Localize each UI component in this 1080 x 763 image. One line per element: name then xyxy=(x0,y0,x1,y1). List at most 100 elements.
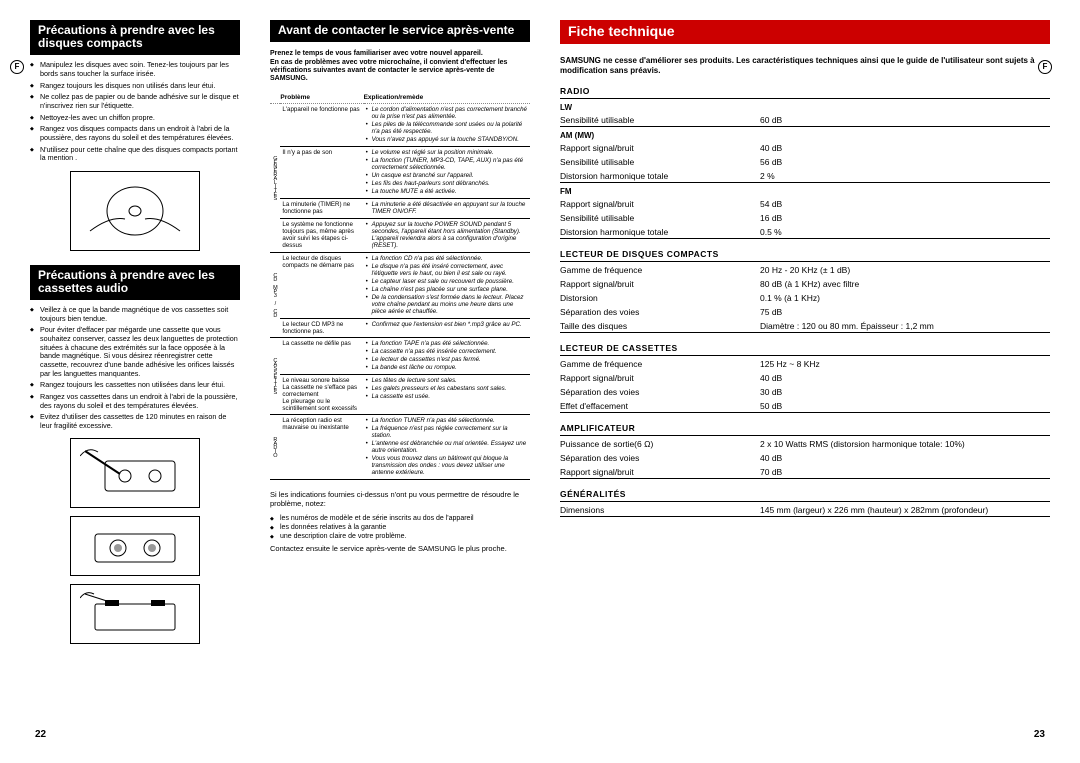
spec-label: Séparation des voies xyxy=(560,453,760,463)
trouble-row: Il n'y a pas de sonLe volume est réglé s… xyxy=(270,146,530,198)
header-fiche-technique: Fiche technique xyxy=(560,20,1050,44)
spec-row: Rapport signal/bruit54 dB xyxy=(560,198,1050,210)
spec-value: 40 dB xyxy=(760,143,1050,153)
left-page: F Précautions à prendre avec les disques… xyxy=(30,20,530,740)
spec-row: Sensibilité utilisable16 dB xyxy=(560,212,1050,224)
spec-row: Distorsion harmonique totale2 % xyxy=(560,170,1050,183)
spec-label: Distorsion harmonique totale xyxy=(560,227,760,237)
spec-row: Séparation des voies30 dB xyxy=(560,386,1050,398)
trouble-row: Le niveau sonore baisse La cassette ne s… xyxy=(270,374,530,414)
cassette-precautions-list: Veillez à ce que la bande magnétique de … xyxy=(30,306,240,430)
cassette-bullet: Evitez d'utiliser des cassettes de 120 m… xyxy=(30,413,240,430)
spec-value: 80 dB (à 1 KHz) avec filtre xyxy=(760,279,1050,289)
cassette-tape-svg xyxy=(80,592,190,637)
troubleshooting-table: Problème Explication/remède GÉNÉRALITÉSL… xyxy=(270,92,530,480)
spec-value: 54 dB xyxy=(760,199,1050,209)
spec-row: Puissance de sortie(6 Ω)2 x 10 Watts RMS… xyxy=(560,438,1050,450)
spec-value: Diamètre : 120 ou 80 mm. Épaisseur : 1,2… xyxy=(760,321,1050,331)
outro-text: Si les indications fournies ci-dessus n'… xyxy=(270,490,530,509)
spec-row: Séparation des voies40 dB xyxy=(560,452,1050,464)
spec-row: Distorsion0.1 % (à 1 KHz) xyxy=(560,292,1050,304)
outro-bullet: les données relatives à la garantie xyxy=(270,524,530,531)
spec-value: 70 dB xyxy=(760,467,1050,477)
spec-row: Sensibilité utilisable56 dB xyxy=(560,156,1050,168)
outro-contact: Contactez ensuite le service après-vente… xyxy=(270,544,530,553)
disc-precautions-list: Manipulez les disques avec soin. Tenez-l… xyxy=(30,61,240,162)
spec-row: Séparation des voies75 dB xyxy=(560,306,1050,318)
trouble-row: La minuterie (TIMER) ne fonctionne pasLa… xyxy=(270,198,530,218)
spec-value: 50 dB xyxy=(760,401,1050,411)
trouble-remedy: La minuterie a été désactivée en appuyan… xyxy=(364,198,530,218)
spec-value: 56 dB xyxy=(760,157,1050,167)
spec-row: Rapport signal/bruit40 dB xyxy=(560,142,1050,154)
right-page: Fiche technique F SAMSUNG ne cesse d'amé… xyxy=(560,20,1050,740)
spec-subheading: LW xyxy=(560,103,1050,112)
spec-row: Rapport signal/bruit80 dB (à 1 KHz) avec… xyxy=(560,278,1050,290)
disc-bullet: Nettoyez-les avec un chiffon propre. xyxy=(30,114,240,123)
disc-bullet: Manipulez les disques avec soin. Tenez-l… xyxy=(30,61,240,78)
trouble-remedy: Le cordon d'alimentation n'est pas corre… xyxy=(364,103,530,146)
disc-bullet: Rangez vos disques compacts dans un endr… xyxy=(30,125,240,142)
spec-value: 75 dB xyxy=(760,307,1050,317)
spec-section-title: LECTEUR DE CASSETTES xyxy=(560,343,1050,356)
trouble-remedy: La fonction TAPE n'a pas été sélectionné… xyxy=(364,337,530,374)
cassette-bullet: Rangez vos cassettes dans un endroit à l… xyxy=(30,393,240,410)
spec-value: 2 x 10 Watts RMS (distorsion harmonique … xyxy=(760,439,1050,449)
language-mark-f: F xyxy=(10,60,24,74)
spec-label: Rapport signal/bruit xyxy=(560,199,760,209)
trouble-row: GÉNÉRALITÉSL'appareil ne fonctionne pasL… xyxy=(270,103,530,146)
spec-label: Gamme de fréquence xyxy=(560,265,760,275)
left-column-b: Avant de contacter le service après-vent… xyxy=(270,20,530,553)
spec-value: 20 Hz - 20 KHz (± 1 dB) xyxy=(760,265,1050,275)
illustration-cassette-pencil xyxy=(70,438,200,508)
trouble-problem: Il n'y a pas de son xyxy=(280,146,363,198)
spec-section-title: RADIO xyxy=(560,86,1050,99)
trouble-row: CD MP3 / CDLe lecteur de disques compact… xyxy=(270,252,530,318)
trouble-remedy: Confirmez que l'extension est bien *.mp3… xyxy=(364,318,530,337)
disc-bullet: Rangez toujours les disques non utilisés… xyxy=(30,82,240,91)
header-cassettes: Précautions à prendre avec les cassettes… xyxy=(30,265,240,300)
th-problem: Problème xyxy=(280,92,363,104)
spec-label: Séparation des voies xyxy=(560,307,760,317)
spec-label: Sensibilité utilisable xyxy=(560,213,760,223)
trouble-row: Le lecteur CD MP3 ne fonctionne pas.Conf… xyxy=(270,318,530,337)
trouble-category: CD MP3 / CD xyxy=(270,252,280,337)
trouble-problem: Le lecteur CD MP3 ne fonctionne pas. xyxy=(280,318,363,337)
spec-row: Taille des disquesDiamètre : 120 ou 80 m… xyxy=(560,320,1050,333)
spec-value: 0.1 % (à 1 KHz) xyxy=(760,293,1050,303)
spec-subheading: FM xyxy=(560,187,1050,196)
cassette-bullet: Veillez à ce que la bande magnétique de … xyxy=(30,306,240,323)
cassette-pencil-svg xyxy=(80,446,190,501)
header-discs: Précautions à prendre avec les disques c… xyxy=(30,20,240,55)
spec-value: 0.5 % xyxy=(760,227,1050,237)
spec-label: Taille des disques xyxy=(560,321,760,331)
spec-label: Sensibilité utilisable xyxy=(560,157,760,167)
trouble-problem: Le lecteur de disques compacts ne démarr… xyxy=(280,252,363,318)
spec-value: 16 dB xyxy=(760,213,1050,223)
trouble-remedy: Appuyez sur la touche POWER SOUND pendan… xyxy=(364,218,530,252)
spec-label: Sensibilité utilisable xyxy=(560,115,760,125)
trouble-remedy: Le volume est réglé sur la position mini… xyxy=(364,146,530,198)
trouble-row: CASSETTESLa cassette ne défile pasLa fon… xyxy=(270,337,530,374)
trouble-problem: La minuterie (TIMER) ne fonctionne pas xyxy=(280,198,363,218)
disc-bullet: N'utilisez pour cette chaîne que des dis… xyxy=(30,146,240,163)
spec-row: Distorsion harmonique totale0.5 % xyxy=(560,226,1050,239)
spec-subheading: AM (MW) xyxy=(560,131,1050,140)
trouble-category: GÉNÉRALITÉS xyxy=(270,103,280,252)
before-contact-intro: Prenez le temps de vous familiariser ave… xyxy=(270,50,530,84)
spec-value: 60 dB xyxy=(760,115,1050,125)
spec-label: Distorsion harmonique totale xyxy=(560,171,760,181)
illustration-disc-handling xyxy=(70,171,200,251)
trouble-row: RADIOLa réception radio est mauvaise ou … xyxy=(270,414,530,479)
spec-value: 40 dB xyxy=(760,453,1050,463)
trouble-problem: La cassette ne défile pas xyxy=(280,337,363,374)
spec-section-title: GÉNÉRALITÉS xyxy=(560,489,1050,502)
spec-label: Rapport signal/bruit xyxy=(560,467,760,477)
trouble-remedy: Les têtes de lecture sont sales.Les gale… xyxy=(364,374,530,414)
outro-bullet: les numéros de modèle et de série inscri… xyxy=(270,515,530,522)
spec-label: Rapport signal/bruit xyxy=(560,143,760,153)
spec-label: Puissance de sortie(6 Ω) xyxy=(560,439,760,449)
spec-row: Dimensions145 mm (largeur) x 226 mm (hau… xyxy=(560,504,1050,517)
page-number-left: 22 xyxy=(35,729,46,740)
spec-label: Rapport signal/bruit xyxy=(560,279,760,289)
